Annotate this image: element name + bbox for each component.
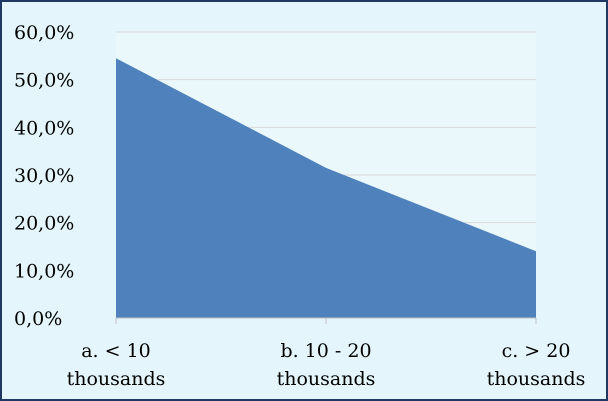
axes xyxy=(115,58,537,324)
area-series xyxy=(116,58,536,318)
y-axis-labels: 0,0% 10,0% 20,0% 30,0% 40,0% 50,0% 60,0% xyxy=(14,22,74,330)
x-tick-label-line: b. 10 - 20 xyxy=(280,340,371,362)
x-tick-label-line: thousands xyxy=(277,368,376,390)
y-tick-label: 20,0% xyxy=(14,213,74,235)
y-tick-label: 10,0% xyxy=(14,260,74,282)
x-tick-label: c. > 20 thousands xyxy=(487,340,586,390)
x-tick-label-line: a. < 10 xyxy=(81,340,151,362)
x-tick-label-line: c. > 20 xyxy=(502,340,571,362)
x-tick-label: a. < 10 thousands xyxy=(67,340,166,390)
y-tick-label: 0,0% xyxy=(14,308,62,330)
x-tick-label-line: thousands xyxy=(487,368,586,390)
y-tick-label: 60,0% xyxy=(14,22,74,44)
y-tick-label: 30,0% xyxy=(14,165,74,187)
x-tick-label: b. 10 - 20 thousands xyxy=(277,340,376,390)
y-tick-label: 50,0% xyxy=(14,70,74,92)
x-tick-label-line: thousands xyxy=(67,368,166,390)
y-tick-label: 40,0% xyxy=(14,117,74,139)
